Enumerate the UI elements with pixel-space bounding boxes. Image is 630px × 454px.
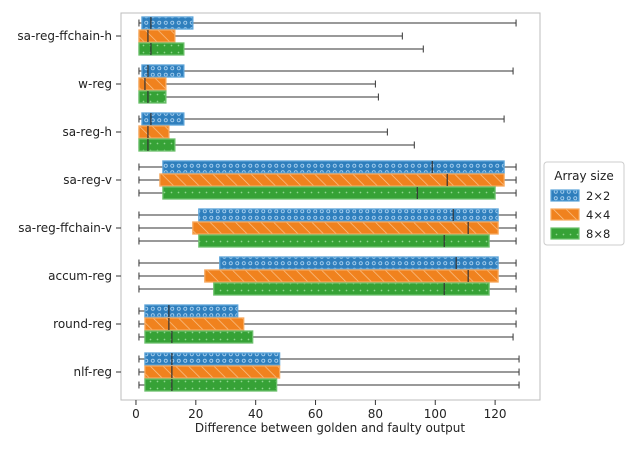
box-round-reg-4x4 xyxy=(138,317,517,331)
iqr-box-sa-reg-ffchain-v-2x2 xyxy=(198,208,499,222)
box-accum-reg-2x2 xyxy=(138,256,517,270)
box-sa-reg-v-2x2 xyxy=(138,160,517,174)
x-axis-label: Difference between golden and faulty out… xyxy=(195,421,466,435)
iqr-box-sa-reg-v-2x2 xyxy=(162,160,505,174)
iqr-box-sa-reg-ffchain-h-4x4 xyxy=(138,29,176,43)
legend-swatch-8x8 xyxy=(550,227,580,240)
box-w-reg-2x2 xyxy=(138,64,514,78)
y-tick-label-nlf-reg: nlf-reg xyxy=(73,365,112,379)
box-nlf-reg-2x2 xyxy=(138,352,520,366)
legend-swatch-4x4 xyxy=(550,208,580,221)
box-sa-reg-v-8x8 xyxy=(138,186,517,200)
iqr-box-nlf-reg-4x4 xyxy=(144,365,281,379)
iqr-box-sa-reg-v-8x8 xyxy=(162,186,496,200)
iqr-box-sa-reg-v-4x4 xyxy=(159,173,505,187)
box-sa-reg-ffchain-h-2x2 xyxy=(138,16,517,30)
x-tick-label-80: 80 xyxy=(368,407,383,421)
iqr-box-accum-reg-2x2 xyxy=(219,256,499,270)
box-nlf-reg-8x8 xyxy=(138,378,520,392)
y-tick-label-sa-reg-ffchain-h: sa-reg-ffchain-h xyxy=(17,29,112,43)
box-round-reg-2x2 xyxy=(138,304,517,318)
iqr-box-sa-reg-h-4x4 xyxy=(138,125,170,139)
iqr-box-w-reg-2x2 xyxy=(141,64,185,78)
iqr-box-accum-reg-8x8 xyxy=(213,282,490,296)
box-sa-reg-ffchain-h-8x8 xyxy=(138,42,424,56)
box-round-reg-8x8 xyxy=(138,330,514,344)
x-tick-label-120: 120 xyxy=(484,407,507,421)
x-tick-label-20: 20 xyxy=(188,407,203,421)
box-sa-reg-h-2x2 xyxy=(138,112,505,126)
iqr-box-w-reg-8x8 xyxy=(138,90,167,104)
iqr-box-w-reg-4x4 xyxy=(138,77,167,91)
iqr-box-sa-reg-h-8x8 xyxy=(138,138,176,152)
legend-label-8x8: 8×8 xyxy=(586,227,610,241)
box-w-reg-8x8 xyxy=(138,90,379,104)
x-tick-label-60: 60 xyxy=(308,407,323,421)
box-sa-reg-h-8x8 xyxy=(138,138,415,152)
legend-label-4x4: 4×4 xyxy=(586,208,610,222)
iqr-box-sa-reg-ffchain-v-4x4 xyxy=(192,221,499,235)
box-nlf-reg-4x4 xyxy=(138,365,520,379)
legend-title: Array size xyxy=(554,169,613,183)
legend-swatch-2x2 xyxy=(550,189,580,202)
y-tick-label-w-reg: w-reg xyxy=(78,77,112,91)
iqr-box-nlf-reg-8x8 xyxy=(144,378,278,392)
iqr-box-round-reg-8x8 xyxy=(144,330,254,344)
box-accum-reg-4x4 xyxy=(138,269,517,283)
box-sa-reg-v-4x4 xyxy=(138,173,517,187)
y-tick-label-sa-reg-v: sa-reg-v xyxy=(63,173,112,187)
box-sa-reg-ffchain-v-8x8 xyxy=(138,234,517,248)
box-sa-reg-ffchain-v-4x4 xyxy=(138,221,517,235)
y-tick-label-sa-reg-ffchain-v: sa-reg-ffchain-v xyxy=(18,221,112,235)
iqr-box-sa-reg-ffchain-h-2x2 xyxy=(141,16,194,30)
y-axis: sa-reg-ffchain-h w-reg sa-reg-h sa-reg-v sa-… xyxy=(17,29,121,379)
iqr-box-sa-reg-ffchain-h-8x8 xyxy=(138,42,185,56)
iqr-box-round-reg-4x4 xyxy=(144,317,245,331)
box-sa-reg-ffchain-v-2x2 xyxy=(138,208,517,222)
x-tick-label-100: 100 xyxy=(424,407,447,421)
y-tick-label-accum-reg: accum-reg xyxy=(48,269,112,283)
legend-frame xyxy=(543,161,625,246)
y-tick-label-sa-reg-h: sa-reg-h xyxy=(62,125,112,139)
iqr-box-sa-reg-ffchain-v-8x8 xyxy=(198,234,490,248)
box-sa-reg-h-4x4 xyxy=(138,125,388,139)
iqr-box-accum-reg-4x4 xyxy=(204,269,499,283)
box-sa-reg-ffchain-h-4x4 xyxy=(138,29,403,43)
box-accum-reg-8x8 xyxy=(138,282,517,296)
x-tick-label-0: 0 xyxy=(132,407,140,421)
x-axis: 0 20 40 60 80 100 120 xyxy=(132,400,507,421)
x-tick-label-40: 40 xyxy=(248,407,263,421)
box-w-reg-4x4 xyxy=(138,77,376,91)
legend: Array size 2×2 4×4 8×8 xyxy=(543,161,625,246)
iqr-box-round-reg-2x2 xyxy=(144,304,239,318)
y-tick-label-round-reg: round-reg xyxy=(53,317,112,331)
chart-marks xyxy=(138,16,520,392)
legend-label-2x2: 2×2 xyxy=(586,189,610,203)
iqr-box-sa-reg-h-2x2 xyxy=(141,112,185,126)
iqr-box-nlf-reg-2x2 xyxy=(144,352,281,366)
